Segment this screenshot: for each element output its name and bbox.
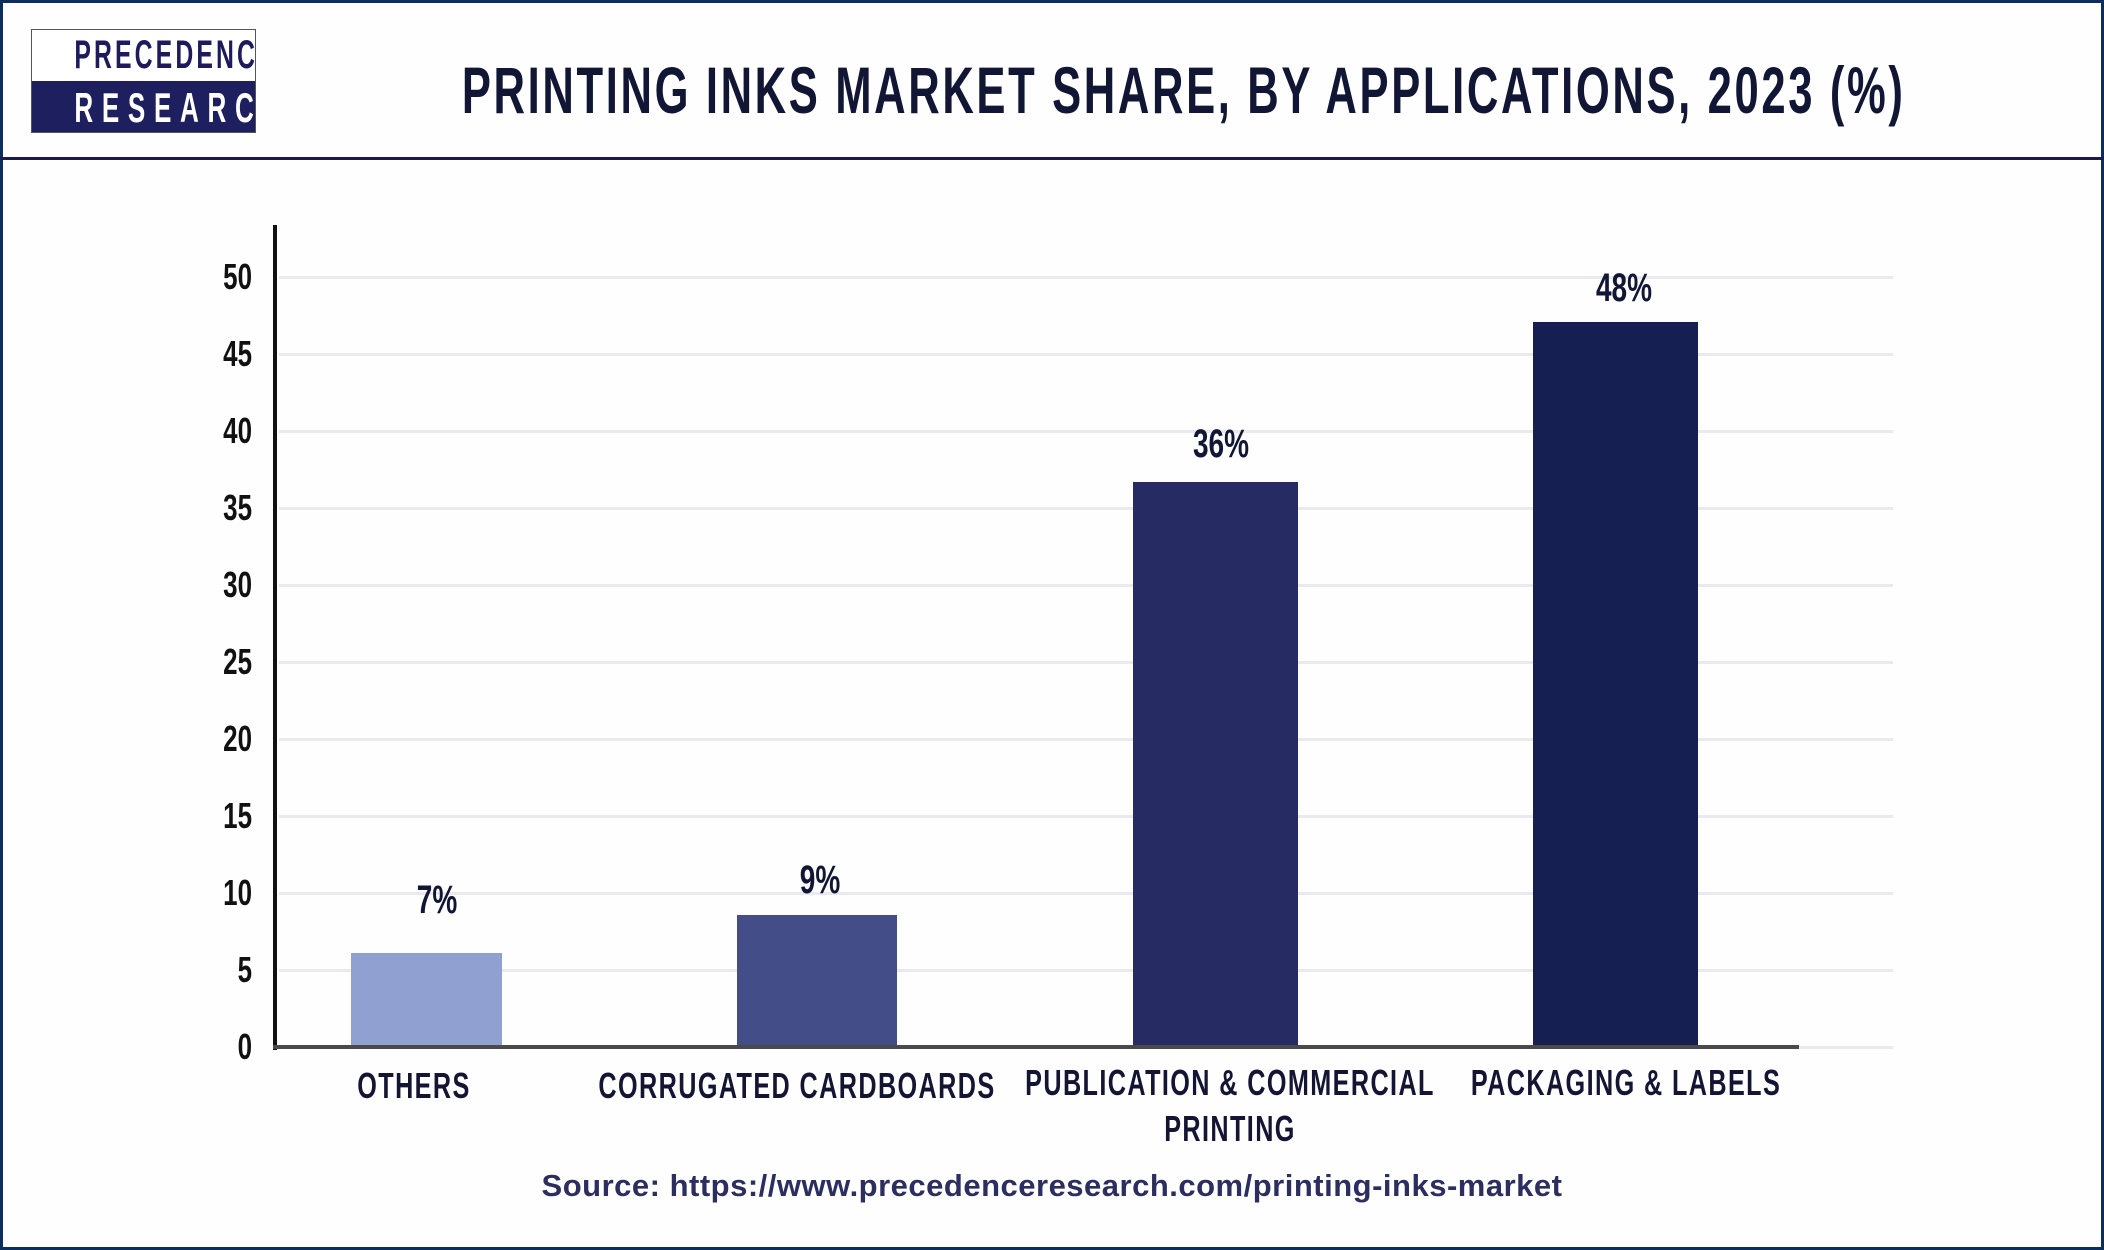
category-label: PUBLICATION & COMMERCIAL PRINTING: [1025, 1062, 1435, 1149]
gridline-30: [279, 584, 1893, 587]
gridline-40: [279, 430, 1893, 433]
category-label: OTHERS: [357, 1065, 471, 1106]
y-tick-label: 0: [237, 1026, 252, 1067]
gridline-5: [279, 969, 1893, 972]
y-tick-label: 35: [223, 487, 252, 528]
y-axis-line: [273, 225, 277, 1050]
category-label: CORRUGATED CARDBOARDS: [598, 1065, 996, 1106]
bar-value-label: 48%: [1595, 266, 1653, 310]
bar-value-label: 7%: [416, 878, 458, 922]
header-divider: [0, 157, 2104, 160]
logo-top-band: PRECEDENCE: [32, 30, 255, 81]
gridline-15: [279, 815, 1893, 818]
y-tick-label: 40: [223, 410, 252, 451]
gridline-45: [279, 353, 1893, 356]
bar-value-label: 36%: [1192, 422, 1250, 466]
precedence-research-logo: PRECEDENCE RESEARCH: [31, 29, 256, 133]
gridline-35: [279, 507, 1893, 510]
gridline-20: [279, 738, 1893, 741]
category-label: PACKAGING & LABELS: [1470, 1062, 1782, 1103]
source-citation: Source: https://www.precedenceresearch.c…: [541, 1168, 1563, 1203]
y-tick-label: 25: [223, 641, 252, 682]
gridline-10: [279, 892, 1893, 895]
y-tick-label: 5: [237, 949, 252, 990]
bar-corrugated-cardboards: [737, 915, 897, 1047]
y-tick-label: 30: [223, 564, 252, 605]
x-axis-line: [273, 1045, 1799, 1049]
chart-title: PRINTING INKS MARKET SHARE, BY APPLICATI…: [461, 53, 1906, 127]
logo-bottom-band: RESEARCH: [32, 81, 255, 132]
y-tick-label: 45: [223, 333, 252, 374]
bar-publication-commercial-printing: [1133, 482, 1298, 1047]
bar-packaging-labels: [1533, 322, 1698, 1047]
y-tick-label: 50: [223, 256, 252, 297]
y-tick-label: 10: [223, 872, 252, 913]
gridline-25: [279, 661, 1893, 664]
bar-value-label: 9%: [799, 858, 841, 902]
bar-others: [351, 953, 502, 1047]
y-tick-label: 15: [223, 795, 252, 836]
gridline-50: [279, 276, 1893, 279]
y-tick-label: 20: [223, 718, 252, 759]
chart-title-container: PRINTING INKS MARKET SHARE, BY APPLICATI…: [0, 52, 2104, 128]
